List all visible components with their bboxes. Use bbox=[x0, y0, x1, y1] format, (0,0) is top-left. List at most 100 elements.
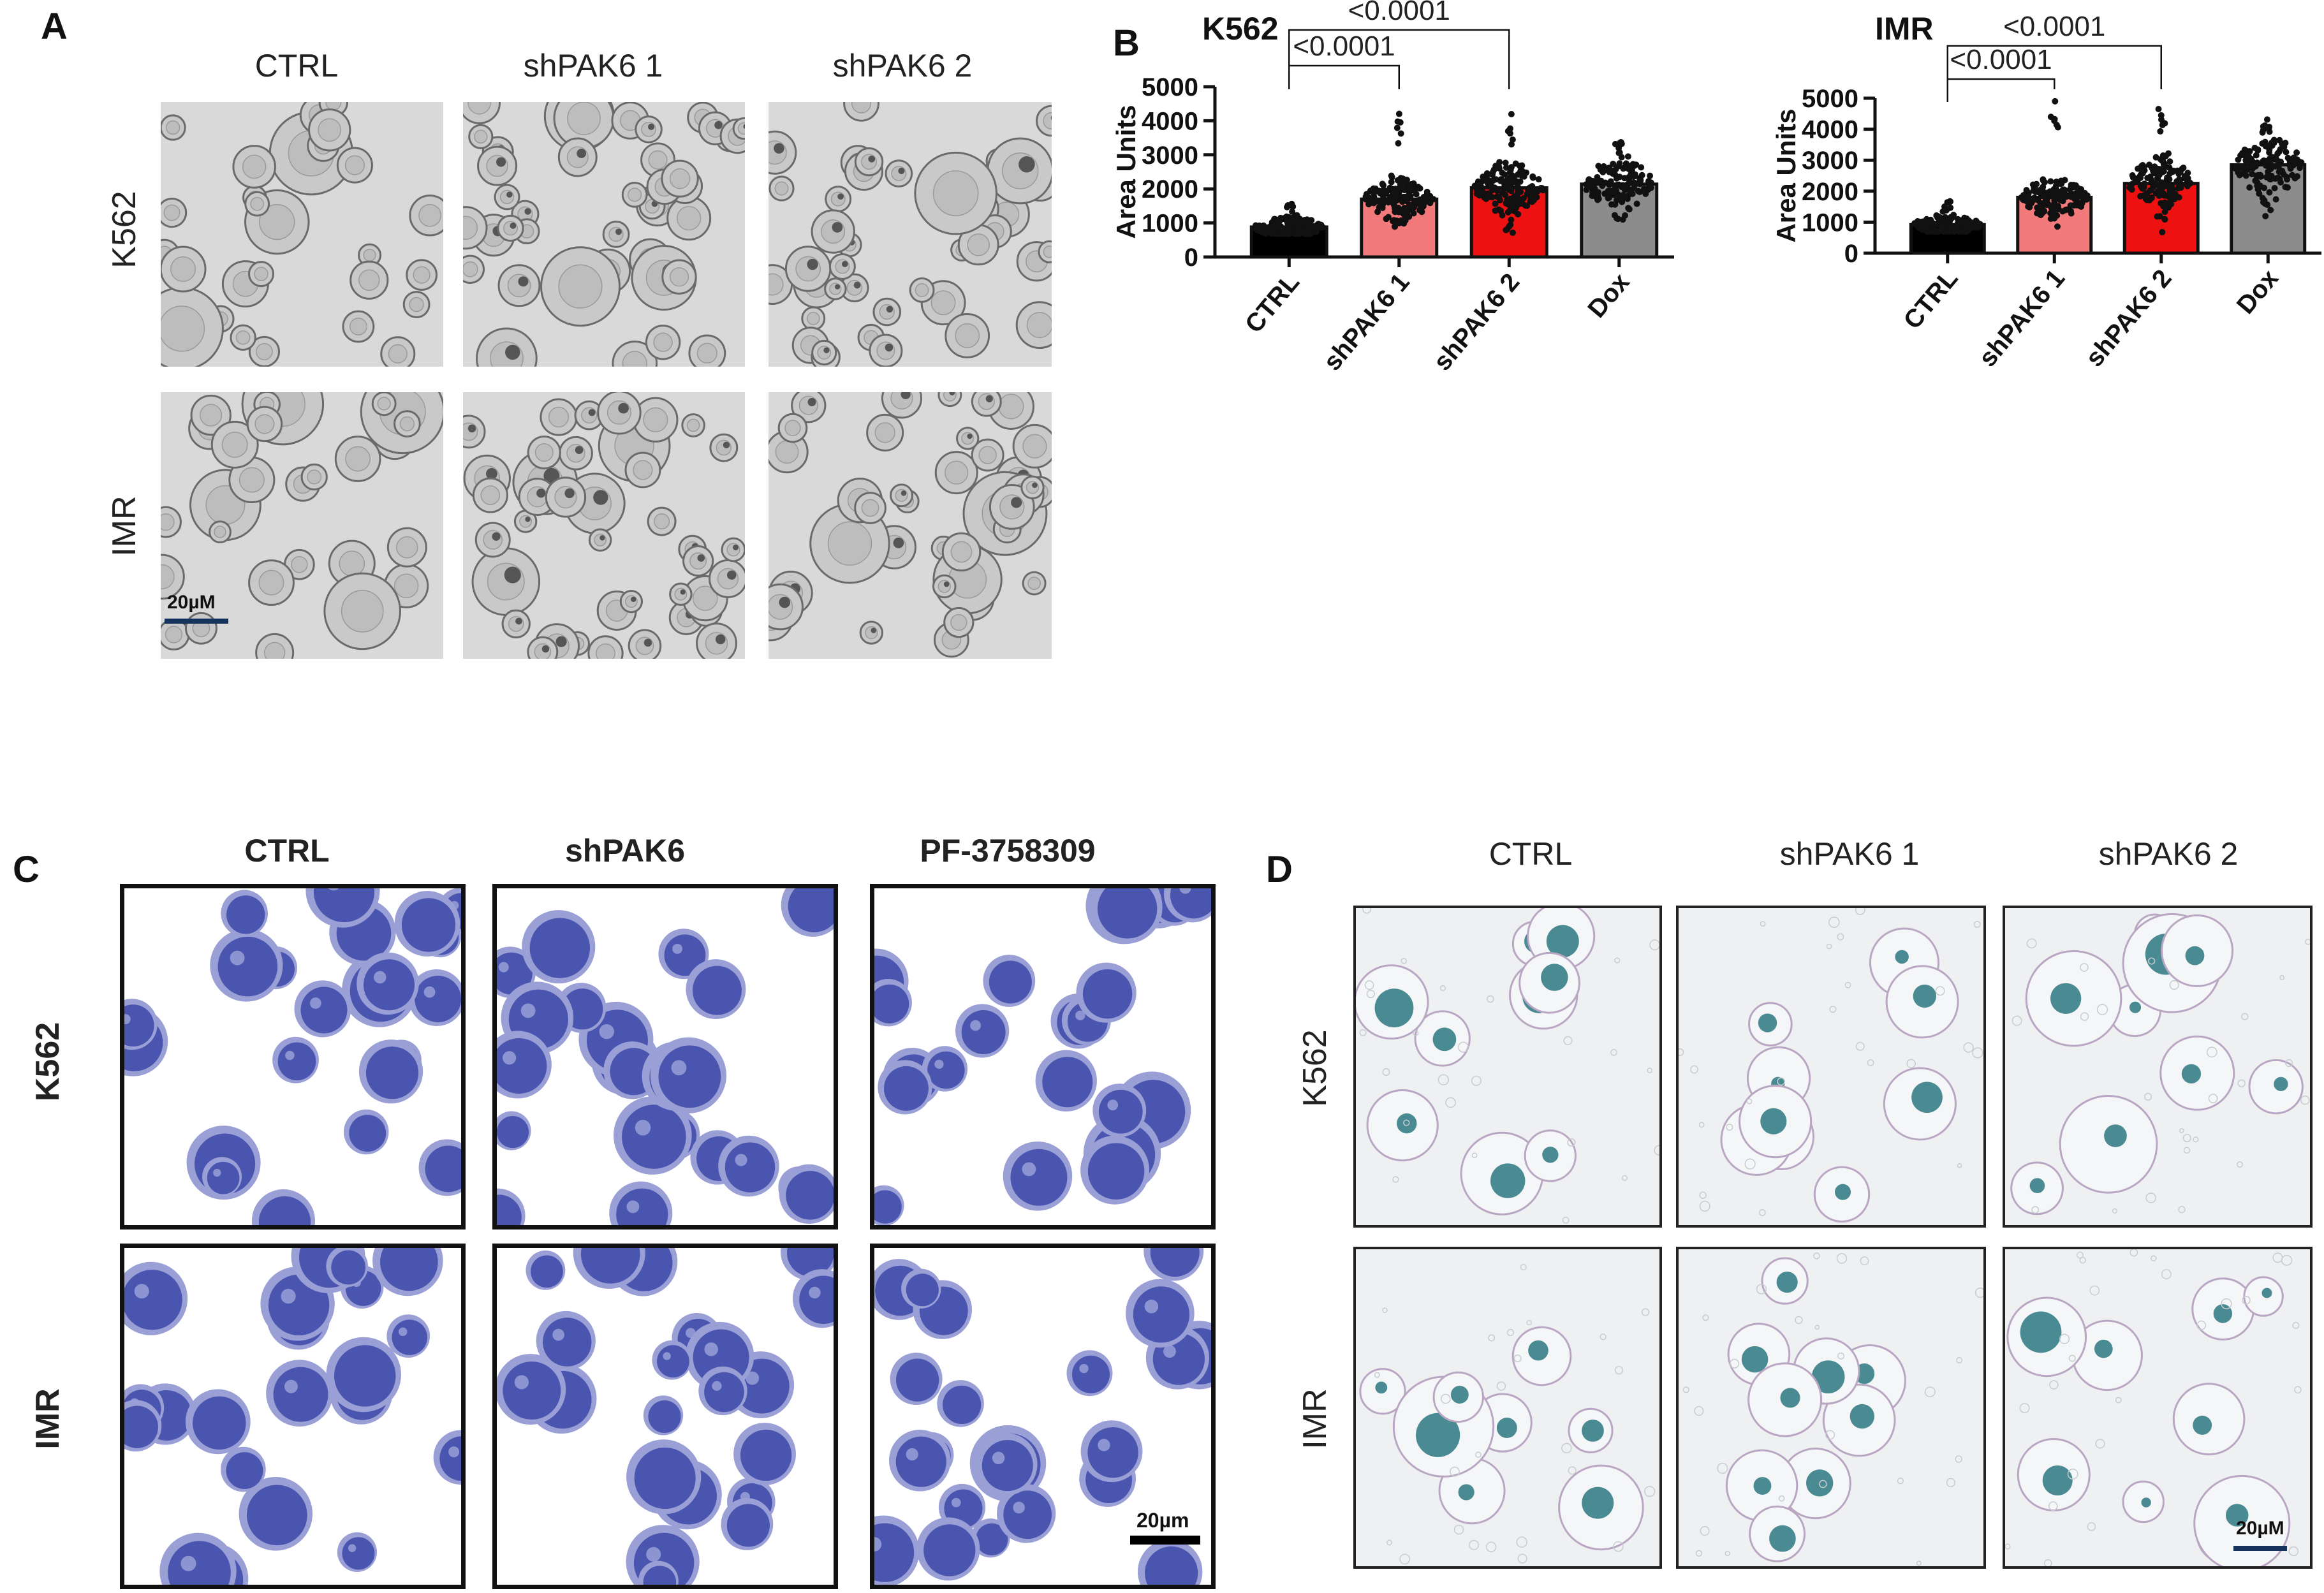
data-point bbox=[1591, 179, 1598, 186]
data-point bbox=[2177, 184, 2184, 191]
data-point bbox=[1292, 230, 1299, 237]
data-point bbox=[2040, 176, 2047, 183]
data-point bbox=[1509, 201, 1516, 208]
data-point bbox=[1388, 174, 1395, 181]
data-point bbox=[2282, 184, 2289, 191]
data-point bbox=[1524, 202, 1531, 209]
panel-d-row-k562: K562 bbox=[1297, 1029, 1334, 1107]
data-point bbox=[2077, 202, 2084, 209]
panel-c-imr-shpak6-image bbox=[492, 1244, 838, 1589]
data-point bbox=[2025, 203, 2032, 210]
data-point bbox=[2291, 175, 2298, 182]
data-point bbox=[1282, 228, 1289, 235]
panel-a-imr-shpak6-2-image bbox=[769, 392, 1052, 659]
data-point bbox=[1517, 188, 1524, 195]
data-point bbox=[1508, 110, 1515, 117]
data-point bbox=[2250, 162, 2257, 169]
data-point bbox=[2061, 191, 2068, 198]
y-tick-label: 5000 bbox=[1142, 73, 1198, 101]
data-point bbox=[2145, 161, 2152, 168]
data-points bbox=[1471, 110, 1547, 236]
data-point bbox=[1490, 166, 1497, 173]
panel-a-k562-shpak6-2-image bbox=[769, 102, 1052, 367]
data-point bbox=[1397, 130, 1404, 137]
data-point bbox=[1951, 228, 1958, 235]
data-point bbox=[1927, 227, 1934, 234]
data-point bbox=[1497, 177, 1504, 184]
data-point bbox=[2159, 228, 2166, 235]
data-point bbox=[1638, 164, 1645, 171]
data-point bbox=[2266, 189, 2273, 196]
data-point bbox=[2239, 150, 2246, 157]
data-point bbox=[1499, 212, 1506, 219]
data-point bbox=[1628, 170, 1635, 177]
data-point bbox=[1614, 182, 1621, 189]
y-tick-label: 2000 bbox=[1802, 178, 1858, 206]
data-point bbox=[1403, 213, 1410, 220]
data-point bbox=[1382, 196, 1389, 203]
data-point bbox=[1630, 162, 1637, 169]
panel-c-imr-pf3758309-image bbox=[870, 1244, 1216, 1589]
data-point bbox=[2272, 163, 2279, 170]
data-point bbox=[2262, 212, 2269, 219]
data-point bbox=[2272, 196, 2279, 203]
data-point bbox=[2249, 170, 2256, 177]
data-point bbox=[2031, 195, 2038, 202]
panel-a-col-shpak6-1: shPAK6 1 bbox=[523, 48, 663, 84]
data-point bbox=[2067, 184, 2074, 191]
data-point bbox=[1260, 228, 1267, 235]
data-point bbox=[1496, 194, 1503, 201]
data-point bbox=[1503, 177, 1510, 184]
panel-a-k562-ctrl-image bbox=[161, 102, 443, 367]
y-axis-label: Area Units bbox=[1111, 105, 1141, 239]
data-point bbox=[2297, 165, 2304, 172]
data-point bbox=[1475, 180, 1482, 187]
data-point bbox=[2159, 168, 2166, 175]
significance-label: <0.0001 bbox=[1293, 31, 1395, 62]
data-point bbox=[1418, 204, 1425, 211]
data-point bbox=[2173, 178, 2181, 185]
data-point bbox=[1301, 219, 1308, 226]
data-point bbox=[2052, 185, 2059, 192]
data-point bbox=[1423, 188, 1430, 195]
data-point bbox=[2159, 122, 2166, 129]
data-point bbox=[2267, 175, 2274, 182]
data-point bbox=[1919, 221, 1926, 228]
data-point bbox=[2053, 121, 2060, 128]
data-point bbox=[1272, 216, 1279, 223]
x-tick-label: Dox bbox=[2232, 265, 2284, 319]
data-point bbox=[1389, 199, 1396, 206]
data-point bbox=[1520, 195, 1527, 202]
data-point bbox=[1489, 171, 1496, 178]
data-point bbox=[1401, 205, 1408, 212]
data-point bbox=[2054, 223, 2061, 230]
data-point bbox=[1502, 191, 1509, 198]
data-point bbox=[1394, 118, 1401, 125]
data-point bbox=[2051, 115, 2058, 122]
data-point bbox=[1509, 229, 1516, 236]
data-points bbox=[1362, 110, 1437, 230]
data-point bbox=[1305, 219, 1313, 226]
data-point bbox=[1411, 203, 1418, 210]
x-tick-label: CTRL bbox=[1898, 265, 1963, 335]
data-point bbox=[2265, 125, 2272, 132]
data-point bbox=[2271, 184, 2278, 191]
data-point bbox=[1390, 217, 1397, 224]
data-point bbox=[1284, 202, 1291, 209]
data-point bbox=[2047, 188, 2054, 195]
data-point bbox=[1631, 184, 1638, 191]
data-point bbox=[2283, 149, 2290, 156]
data-point bbox=[1506, 130, 1513, 137]
data-point bbox=[1395, 140, 1402, 147]
data-point bbox=[1494, 187, 1501, 195]
data-point bbox=[1607, 187, 1614, 195]
data-point bbox=[2037, 200, 2044, 207]
panel-a-letter: A bbox=[41, 6, 68, 47]
data-point bbox=[2156, 213, 2163, 220]
data-point bbox=[1624, 193, 1631, 200]
data-point bbox=[1365, 194, 1372, 201]
data-point bbox=[2160, 190, 2167, 197]
data-point bbox=[1506, 125, 1513, 132]
data-point bbox=[2260, 140, 2267, 147]
data-point bbox=[2254, 147, 2261, 154]
